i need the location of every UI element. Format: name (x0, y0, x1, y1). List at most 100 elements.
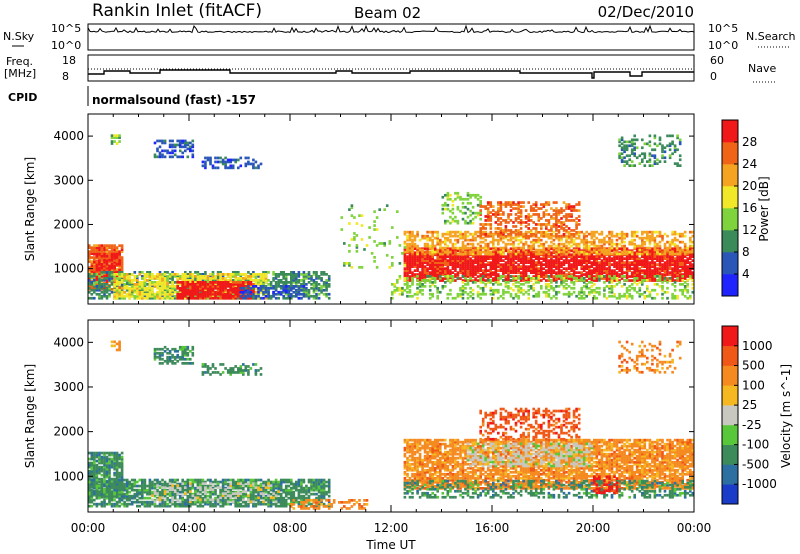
power-cell (479, 255, 482, 258)
power-cell (125, 273, 129, 276)
power-cell (517, 265, 520, 268)
power-cell (113, 288, 116, 292)
power-cell (547, 250, 551, 254)
power-cell (171, 283, 174, 286)
power-cell (663, 255, 667, 258)
frequency-panel: Freq. [MHz] 18 8 60 0 Nave (4, 54, 777, 83)
power-cell (103, 288, 106, 292)
power-cell (108, 252, 111, 255)
power-cell (302, 277, 306, 280)
power-cell (625, 257, 629, 260)
power-cell (287, 296, 291, 300)
power-cell (471, 265, 475, 268)
power-cell (191, 288, 195, 292)
power-cell (171, 290, 174, 294)
power-cell (466, 296, 470, 300)
power-cell (406, 250, 409, 254)
power-cell (181, 286, 184, 290)
power-cell (651, 236, 654, 240)
power-cell (469, 265, 472, 268)
power-cell (93, 279, 96, 282)
power-cell (449, 250, 452, 254)
power-cell (517, 269, 520, 272)
power-cell (125, 292, 129, 296)
power-cell (666, 257, 669, 260)
power-cell (418, 271, 422, 274)
power-cell (588, 271, 591, 274)
power-cell (115, 288, 119, 292)
power-cell (431, 232, 434, 236)
power-cell (678, 250, 682, 254)
power-cell (658, 263, 662, 266)
power-cell (689, 271, 692, 274)
power-cell (522, 283, 525, 286)
power-cell (552, 288, 556, 292)
power-cell (497, 279, 500, 282)
power-cell (683, 275, 687, 278)
power-cell (565, 252, 568, 256)
power-cell (428, 277, 432, 280)
power-cell (166, 286, 169, 290)
power-cell (588, 255, 591, 258)
power-cell (481, 290, 485, 294)
power-cell (678, 269, 682, 272)
power-cell (529, 265, 533, 268)
power-cell (514, 252, 518, 256)
power-cell (194, 277, 197, 280)
power-cell (545, 290, 548, 294)
power-cell (502, 279, 505, 282)
power-cell (237, 158, 240, 162)
power-cell (224, 288, 227, 292)
power-cell (603, 267, 606, 270)
power-cell (509, 238, 513, 242)
power-cell (433, 252, 437, 256)
power-cell (93, 281, 96, 284)
power-cell (138, 296, 142, 300)
power-cell (239, 288, 243, 292)
power-cell (648, 240, 652, 244)
power-cell (686, 267, 689, 270)
power-cell (433, 281, 437, 284)
power-cell (580, 261, 583, 264)
power-cell (120, 273, 124, 276)
power-cell (537, 257, 541, 260)
power-cell (461, 273, 465, 276)
power-cell (262, 281, 265, 284)
power-cell (279, 292, 283, 296)
power-cell (502, 269, 505, 272)
power-cell (206, 158, 210, 162)
power-cell (517, 288, 520, 292)
power-cell (254, 296, 258, 300)
power-cell (484, 255, 487, 258)
power-cell (620, 234, 624, 238)
power-cell (620, 230, 624, 234)
power-cell (118, 136, 121, 139)
power-cell (191, 273, 195, 276)
power-cell (100, 285, 104, 288)
power-cell (608, 246, 611, 250)
power-cell (451, 265, 455, 268)
power-cell (421, 236, 424, 240)
power-cell (120, 262, 124, 265)
power-cell (264, 279, 268, 282)
power-cell (242, 273, 245, 276)
power-cell (433, 244, 437, 248)
power-cell (613, 257, 616, 260)
power-cell (603, 238, 606, 242)
power-cell (151, 290, 154, 294)
power-cell (643, 253, 647, 257)
power-cell (615, 244, 619, 248)
power-cell (201, 296, 205, 300)
power-cell (681, 261, 684, 264)
power-cell (517, 257, 520, 260)
power-cell (138, 288, 142, 292)
power-cell (459, 232, 462, 236)
power-cell (136, 283, 139, 286)
power-cell (598, 252, 601, 256)
power-cell (524, 250, 528, 254)
power-cell (494, 275, 498, 278)
power-cell (148, 271, 152, 274)
power-cell (451, 249, 455, 253)
power-cell (166, 281, 169, 284)
power-cell (199, 283, 202, 286)
